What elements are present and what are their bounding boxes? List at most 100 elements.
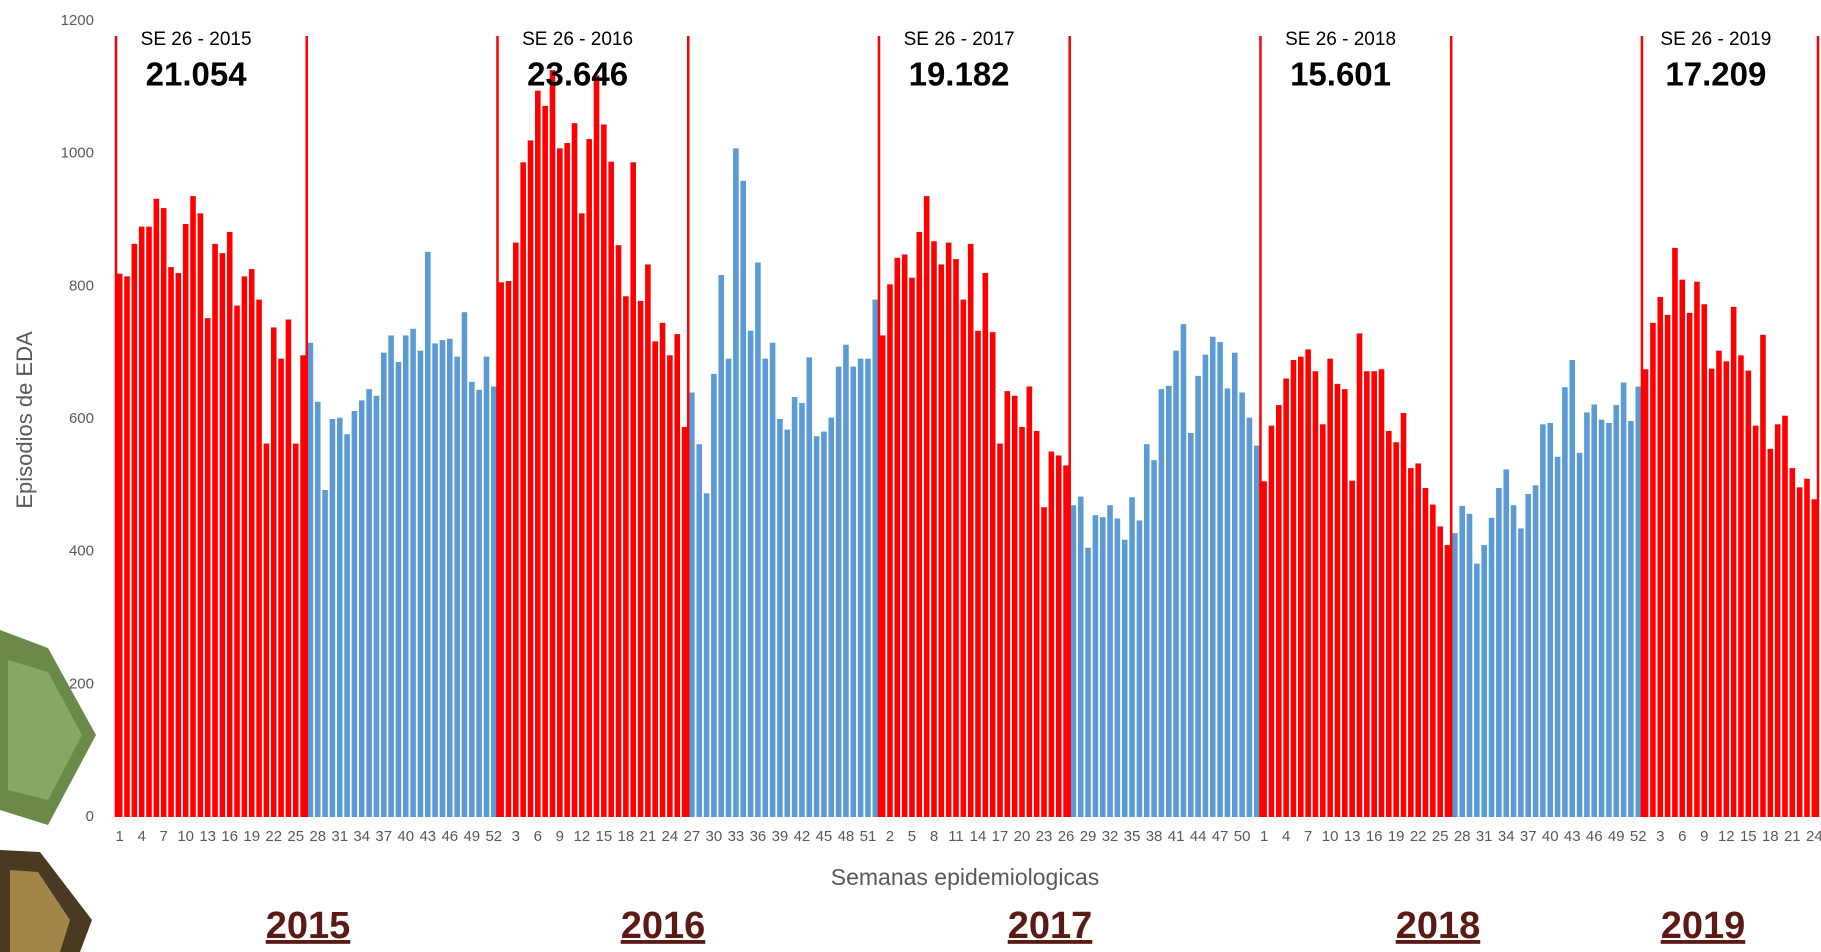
x-tick-label: 49: [1608, 828, 1625, 845]
annotation-total: 23.646: [527, 56, 628, 93]
bar: [308, 343, 314, 817]
bar: [1063, 465, 1069, 817]
bar: [359, 400, 365, 817]
bar: [117, 274, 123, 817]
bar: [1357, 333, 1363, 817]
bar: [440, 340, 446, 817]
x-tick-label: 31: [1476, 828, 1493, 845]
bar: [146, 227, 152, 817]
bar: [667, 355, 673, 817]
bar: [704, 493, 710, 817]
x-tick-label: 46: [441, 828, 458, 845]
x-tick-label: 24: [662, 828, 679, 845]
x-tick-label: 12: [1718, 828, 1735, 845]
year-label: 2015: [266, 905, 351, 947]
bar: [330, 419, 336, 817]
bar: [264, 444, 270, 817]
bar: [1724, 361, 1730, 817]
year-label: 2019: [1661, 905, 1746, 947]
bar: [762, 359, 768, 817]
bar: [777, 419, 783, 817]
bar: [1071, 505, 1077, 817]
y-tick-label: 600: [69, 410, 94, 427]
bar: [1731, 307, 1737, 817]
bar: [873, 300, 879, 817]
bar: [1562, 387, 1568, 817]
x-tick-label: 4: [1282, 828, 1290, 845]
bar: [1034, 431, 1040, 817]
bar: [124, 276, 130, 817]
bar: [1746, 371, 1752, 817]
bar: [454, 357, 460, 817]
bar: [220, 253, 226, 817]
bar: [1467, 514, 1473, 817]
x-tick-label: 33: [728, 828, 745, 845]
bar: [902, 254, 908, 817]
bar: [1687, 313, 1693, 817]
x-tick-label: 25: [1432, 828, 1449, 845]
bar: [1753, 426, 1759, 817]
bar: [506, 281, 512, 817]
bar: [1049, 452, 1055, 817]
bar: [1415, 463, 1421, 817]
year-label: 2018: [1396, 905, 1481, 947]
x-tick-label: 21: [1784, 828, 1801, 845]
bar: [1525, 494, 1531, 817]
x-tick-label: 31: [331, 828, 348, 845]
bar: [366, 389, 372, 817]
bar: [1650, 323, 1656, 817]
bar: [1481, 545, 1487, 817]
x-tick-label: 13: [199, 828, 216, 845]
bar: [630, 162, 636, 817]
x-tick-label: 13: [1344, 828, 1361, 845]
annotation-total: 19.182: [909, 56, 1010, 93]
bar: [344, 434, 350, 817]
bar: [1775, 424, 1781, 817]
bar: [139, 227, 145, 817]
x-tick-label: 2: [886, 828, 894, 845]
x-tick-label: 22: [265, 828, 282, 845]
bar: [858, 359, 864, 817]
x-tick-label: 28: [309, 828, 326, 845]
x-tick-label: 34: [353, 828, 370, 845]
x-tick-label: 48: [838, 828, 855, 845]
bar: [1782, 416, 1788, 817]
bar: [1291, 360, 1297, 817]
bar: [638, 301, 644, 817]
bar: [227, 232, 233, 817]
bar: [161, 208, 167, 817]
x-tick-label: 51: [860, 828, 877, 845]
bar: [1518, 528, 1524, 817]
bar: [498, 282, 504, 817]
bar: [1555, 457, 1561, 817]
x-tick-label: 49: [463, 828, 480, 845]
bar: [1005, 391, 1011, 817]
year-label: 2016: [621, 905, 706, 947]
bar: [1496, 488, 1502, 817]
bar: [594, 75, 600, 817]
bar: [1239, 392, 1245, 817]
bar: [1401, 413, 1407, 817]
y-tick-label: 1200: [61, 12, 94, 29]
bar: [1217, 342, 1223, 817]
bar: [616, 245, 622, 817]
bar: [1181, 324, 1187, 817]
x-tick-label: 3: [512, 828, 520, 845]
annotation-total: 17.209: [1665, 56, 1766, 93]
annotation-label: SE 26 - 2016: [522, 29, 633, 50]
bar: [374, 396, 380, 817]
bar: [799, 403, 805, 817]
bar: [557, 148, 563, 817]
bar: [1423, 488, 1429, 817]
bar: [1283, 379, 1289, 817]
y-tick-label: 200: [69, 675, 94, 692]
annotation-total: 15.601: [1290, 56, 1391, 93]
bar: [696, 444, 702, 817]
bar: [242, 276, 248, 817]
bar: [579, 213, 585, 817]
bar: [660, 323, 666, 817]
bar: [1261, 481, 1267, 817]
bar: [1613, 405, 1619, 817]
y-tick-label: 0: [86, 808, 94, 825]
year-label: 2017: [1008, 905, 1093, 947]
